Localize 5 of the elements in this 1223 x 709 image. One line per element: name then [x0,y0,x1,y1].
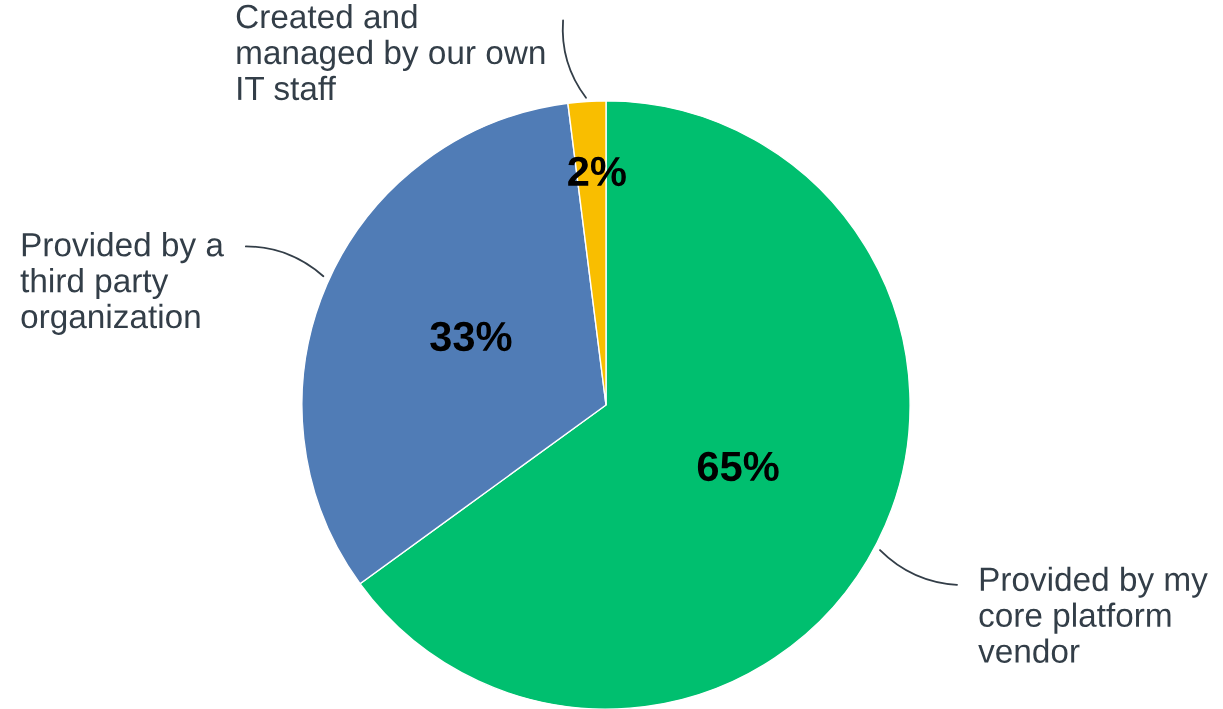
slice-label: Created and managed by our own IT staff [236,3,545,101]
data-label: 65% [697,451,779,482]
slice-label: Provided by my core platform vendor [978,566,1208,663]
slice-label: Provided by a third party organization [20,232,224,335]
data-label: 33% [430,321,512,352]
